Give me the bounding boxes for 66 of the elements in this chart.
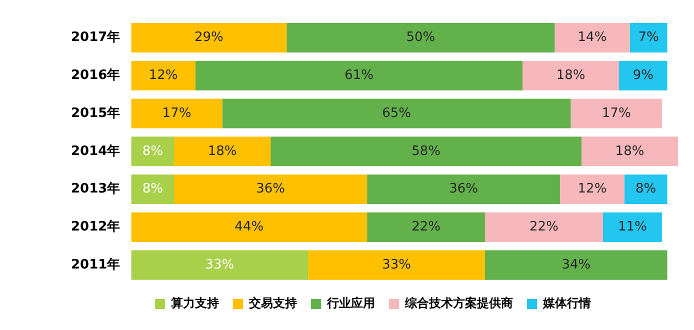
y-tick-label: 2015年	[70, 106, 120, 121]
y-tick-label: 2014年	[70, 144, 120, 159]
bar	[308, 250, 486, 280]
bar	[367, 174, 560, 204]
bar	[196, 60, 523, 90]
data-label: 22%	[412, 220, 440, 235]
bar	[560, 174, 624, 204]
bar	[131, 22, 287, 53]
data-label: 7%	[638, 30, 659, 46]
bar	[131, 250, 308, 280]
data-label: 9%	[632, 68, 654, 84]
bar	[619, 60, 668, 90]
data-label: 65%	[382, 106, 412, 121]
bar	[485, 212, 603, 242]
data-label: 18%	[208, 144, 237, 159]
bar	[286, 22, 555, 53]
data-label: 22%	[530, 220, 558, 235]
data-label: 36%	[449, 182, 478, 197]
bar	[602, 212, 662, 242]
bar	[131, 174, 174, 204]
bar	[570, 98, 662, 128]
bar	[367, 212, 486, 242]
data-label: 44%	[234, 220, 264, 235]
y-tick-label: 2017年	[70, 30, 120, 46]
data-label: 58%	[412, 144, 440, 159]
data-label: 34%	[562, 257, 591, 272]
y-tick-label: 2016年	[70, 68, 120, 84]
data-label: 18%	[615, 144, 644, 159]
y-tick-label: 2012年	[70, 220, 120, 235]
bar	[131, 212, 368, 242]
legend-label: 综合技术方案提供商	[404, 296, 513, 310]
legend-label: 行业应用	[326, 296, 375, 310]
bar	[131, 98, 222, 128]
data-label: 61%	[344, 68, 374, 84]
data-label: 14%	[578, 30, 607, 46]
data-label: 11%	[618, 220, 647, 235]
data-label: 36%	[256, 182, 286, 197]
bar	[624, 174, 668, 204]
legend-label: 算力支持	[170, 296, 219, 310]
data-label: 17%	[162, 106, 192, 121]
data-label: 12%	[148, 68, 178, 84]
legend-label: 媒体行情	[542, 296, 591, 310]
data-label: 12%	[578, 182, 607, 197]
bar	[630, 22, 668, 53]
bar	[174, 174, 368, 204]
bar	[582, 136, 678, 166]
data-label: 29%	[194, 30, 224, 46]
bar	[222, 98, 571, 128]
bar	[485, 250, 668, 280]
data-label: 17%	[602, 106, 631, 121]
bar	[131, 60, 196, 90]
legend-label: 交易支持	[248, 296, 297, 310]
bar	[131, 136, 174, 166]
bar	[270, 136, 582, 166]
y-tick-label: 2011年	[70, 257, 120, 272]
data-label: 18%	[556, 68, 586, 84]
data-label: 50%	[406, 30, 436, 46]
data-label: 8%	[142, 144, 163, 159]
data-label: 33%	[382, 257, 412, 272]
data-label: 8%	[142, 182, 163, 197]
bar	[174, 136, 271, 166]
bar	[522, 60, 620, 90]
data-label: 33%	[205, 257, 234, 272]
data-label: 8%	[636, 182, 656, 197]
bar	[554, 22, 630, 53]
y-tick-label: 2013年	[70, 182, 120, 197]
